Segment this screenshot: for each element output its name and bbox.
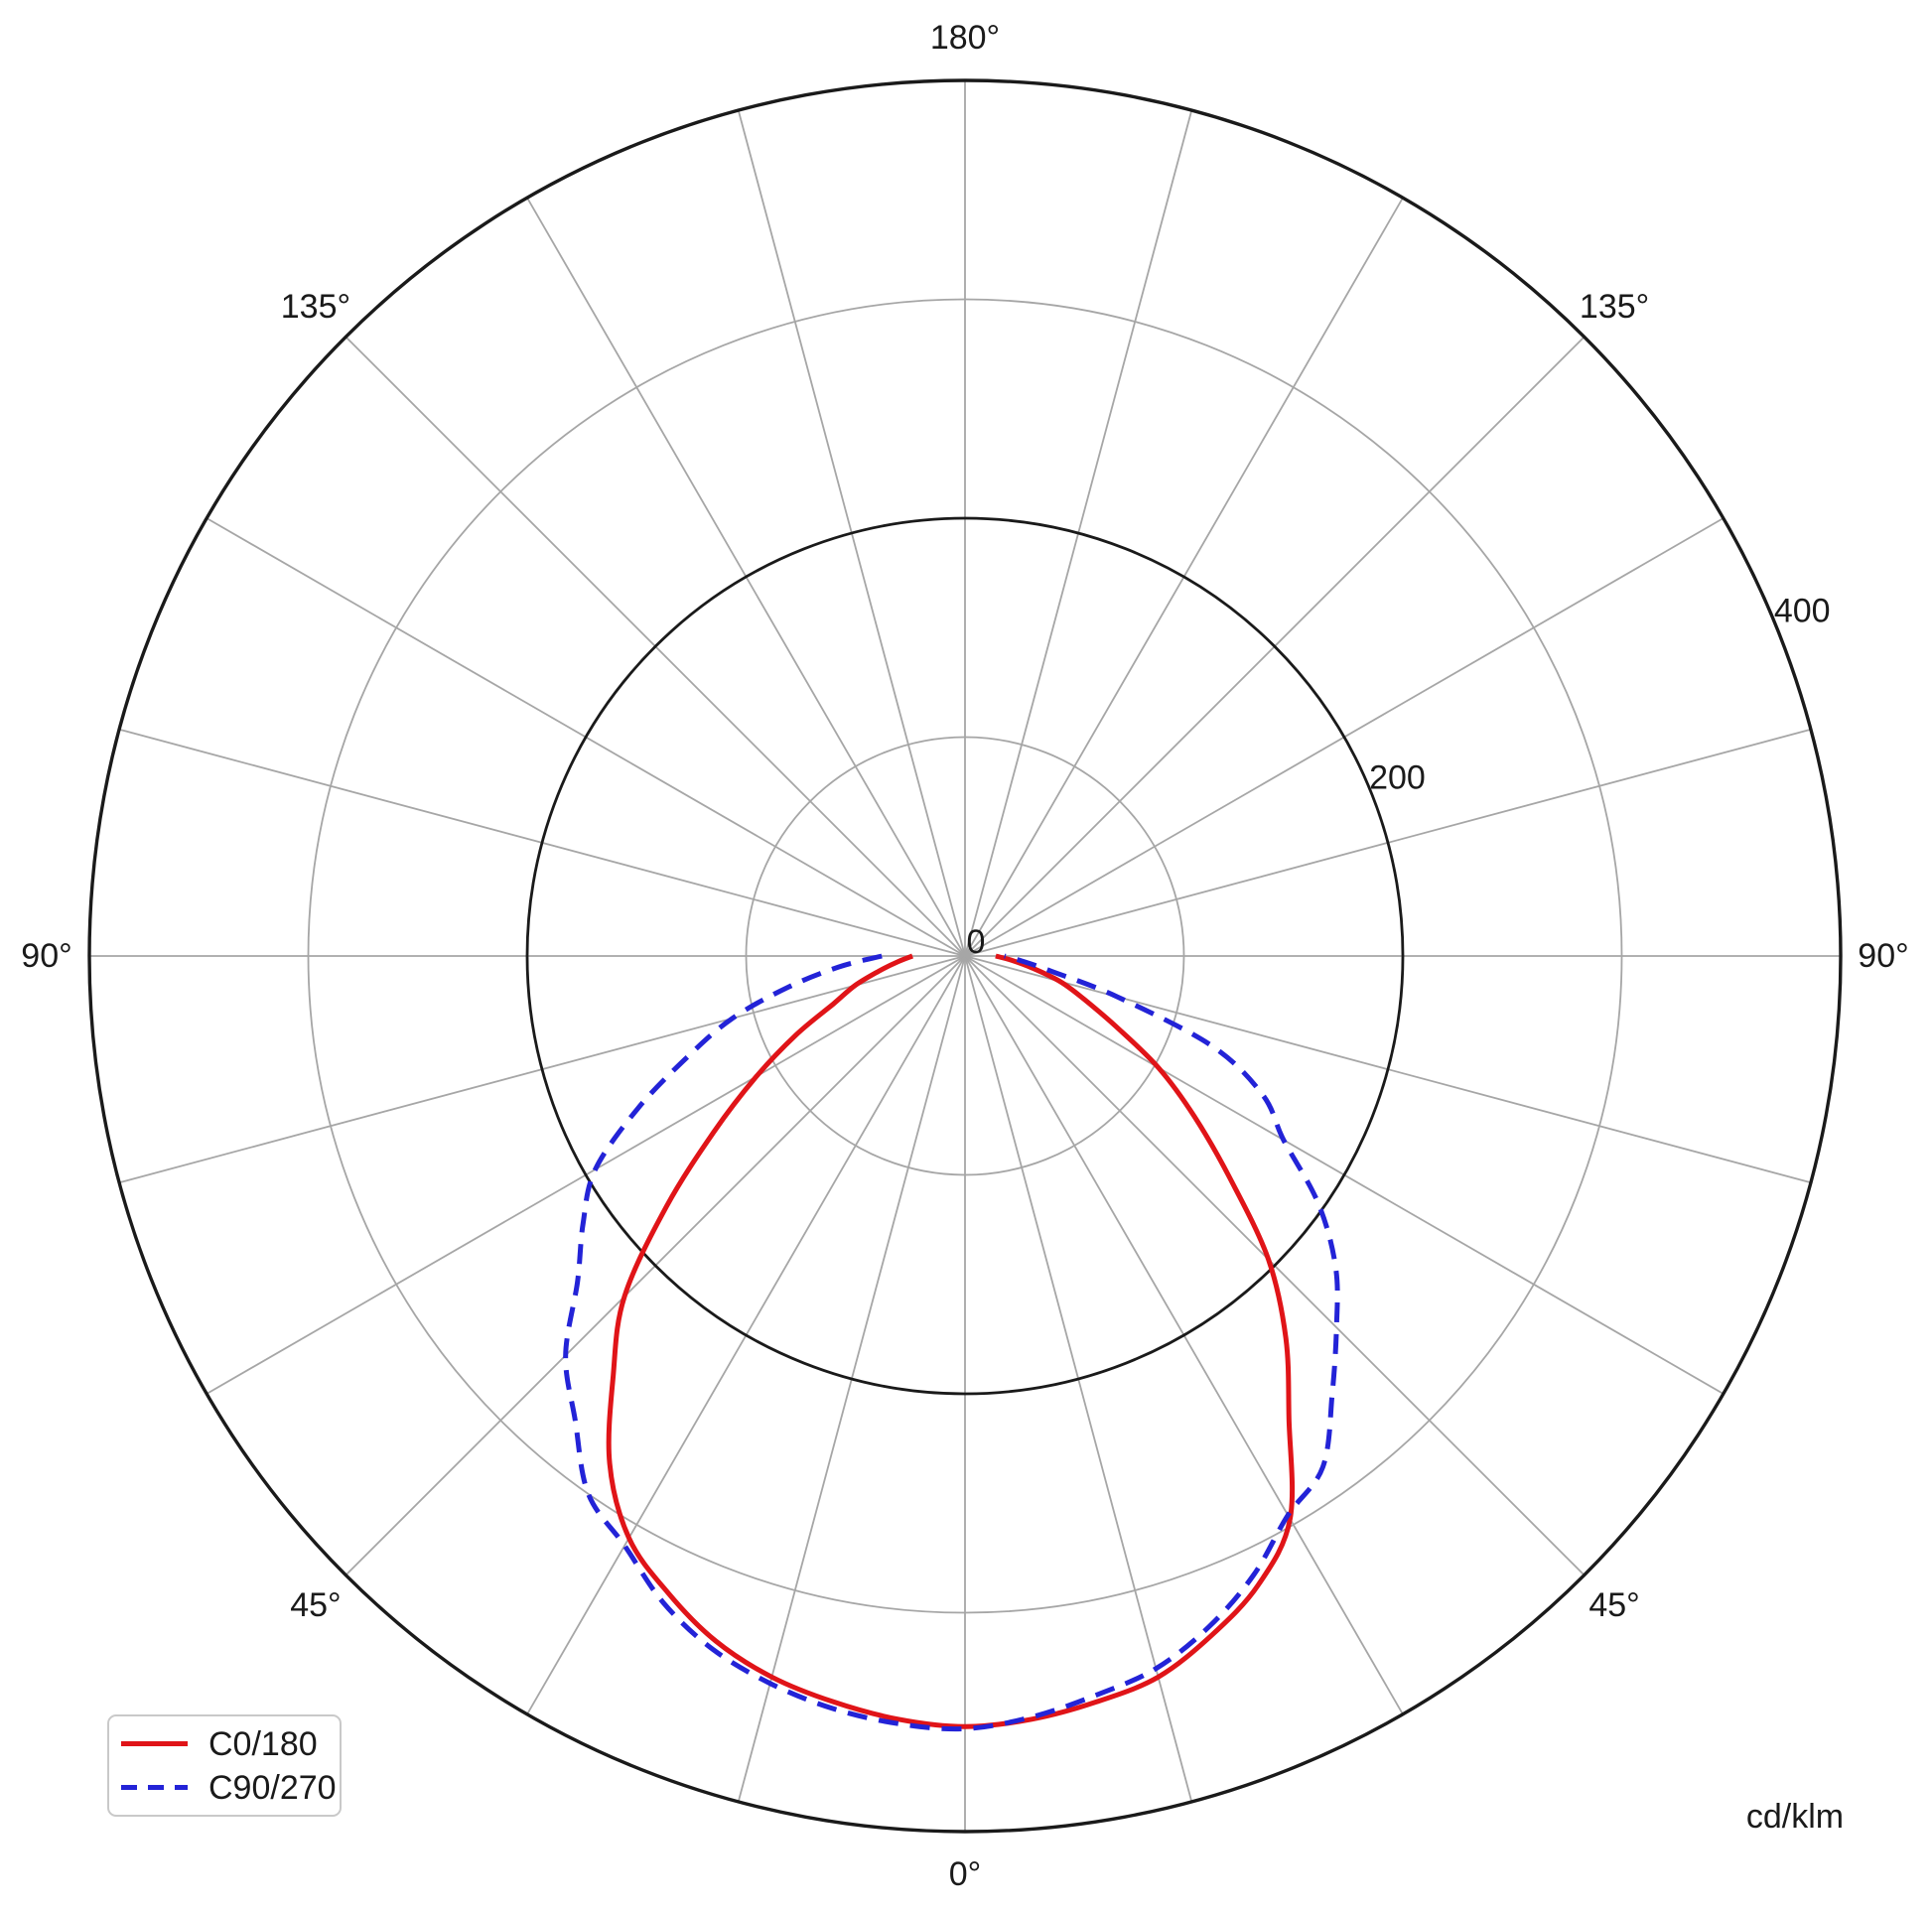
legend: C0/180 C90/270 — [107, 1714, 342, 1817]
unit-label: cd/klm — [1745, 1798, 1845, 1836]
theta-tick-label: 90° — [21, 937, 71, 975]
theta-tick-label: 45° — [290, 1586, 341, 1624]
major-ring — [87, 78, 1843, 1834]
minor-ring — [307, 298, 1623, 1614]
theta-tick-label: 135° — [281, 288, 350, 326]
curve-c0-180 — [606, 953, 1296, 1729]
legend-row-c0-180: C0/180 — [121, 1727, 340, 1761]
legend-label-c90-270: C90/270 — [208, 1768, 337, 1807]
theta-tick-label: 45° — [1588, 1586, 1639, 1624]
theta-tick-label: 90° — [1858, 937, 1908, 975]
r-tick-label: 400 — [1774, 592, 1831, 629]
legend-label-c0-180: C0/180 — [208, 1724, 318, 1763]
legend-row-c90-270: C90/270 — [121, 1771, 340, 1805]
spoke-line — [737, 109, 1193, 1803]
legend-line-sample-dashed — [121, 1785, 188, 1790]
theta-tick-label: 135° — [1580, 288, 1649, 326]
r-tick-label: 0 — [967, 923, 986, 961]
curve-c90-270 — [563, 953, 1340, 1732]
major-ring — [525, 516, 1405, 1396]
minor-ring — [745, 736, 1185, 1176]
theta-tick-label: 180° — [930, 19, 1000, 57]
theta-tick-label: 0° — [949, 1855, 982, 1893]
legend-line-sample-solid — [121, 1741, 188, 1746]
r-tick-label: 200 — [1369, 759, 1426, 797]
